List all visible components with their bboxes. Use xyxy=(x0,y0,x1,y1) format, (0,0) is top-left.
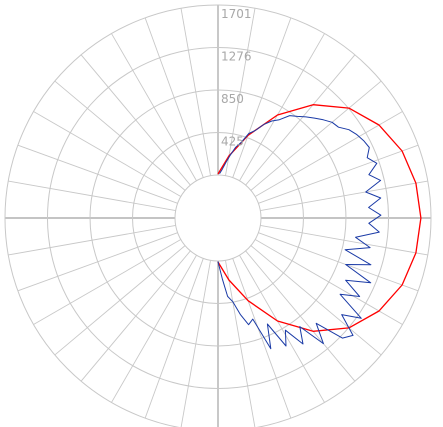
radial-tick-label: 1276 xyxy=(221,50,252,64)
grid-ring xyxy=(132,132,304,304)
polar-grid xyxy=(4,4,432,427)
grid-ring xyxy=(4,4,432,427)
grid-ring xyxy=(46,46,390,390)
series-layer xyxy=(217,104,422,350)
radial-tick-label: 425 xyxy=(221,135,244,149)
grid-ring-hub xyxy=(174,174,262,262)
grid-ring xyxy=(89,89,347,347)
radial-tick-label: 850 xyxy=(221,92,244,106)
radial-tick-label: 1701 xyxy=(221,7,252,21)
series-line-blue xyxy=(217,115,382,350)
series-line-red xyxy=(217,104,422,332)
tick-label-layer: 425 850 1276 1701 xyxy=(221,7,252,149)
